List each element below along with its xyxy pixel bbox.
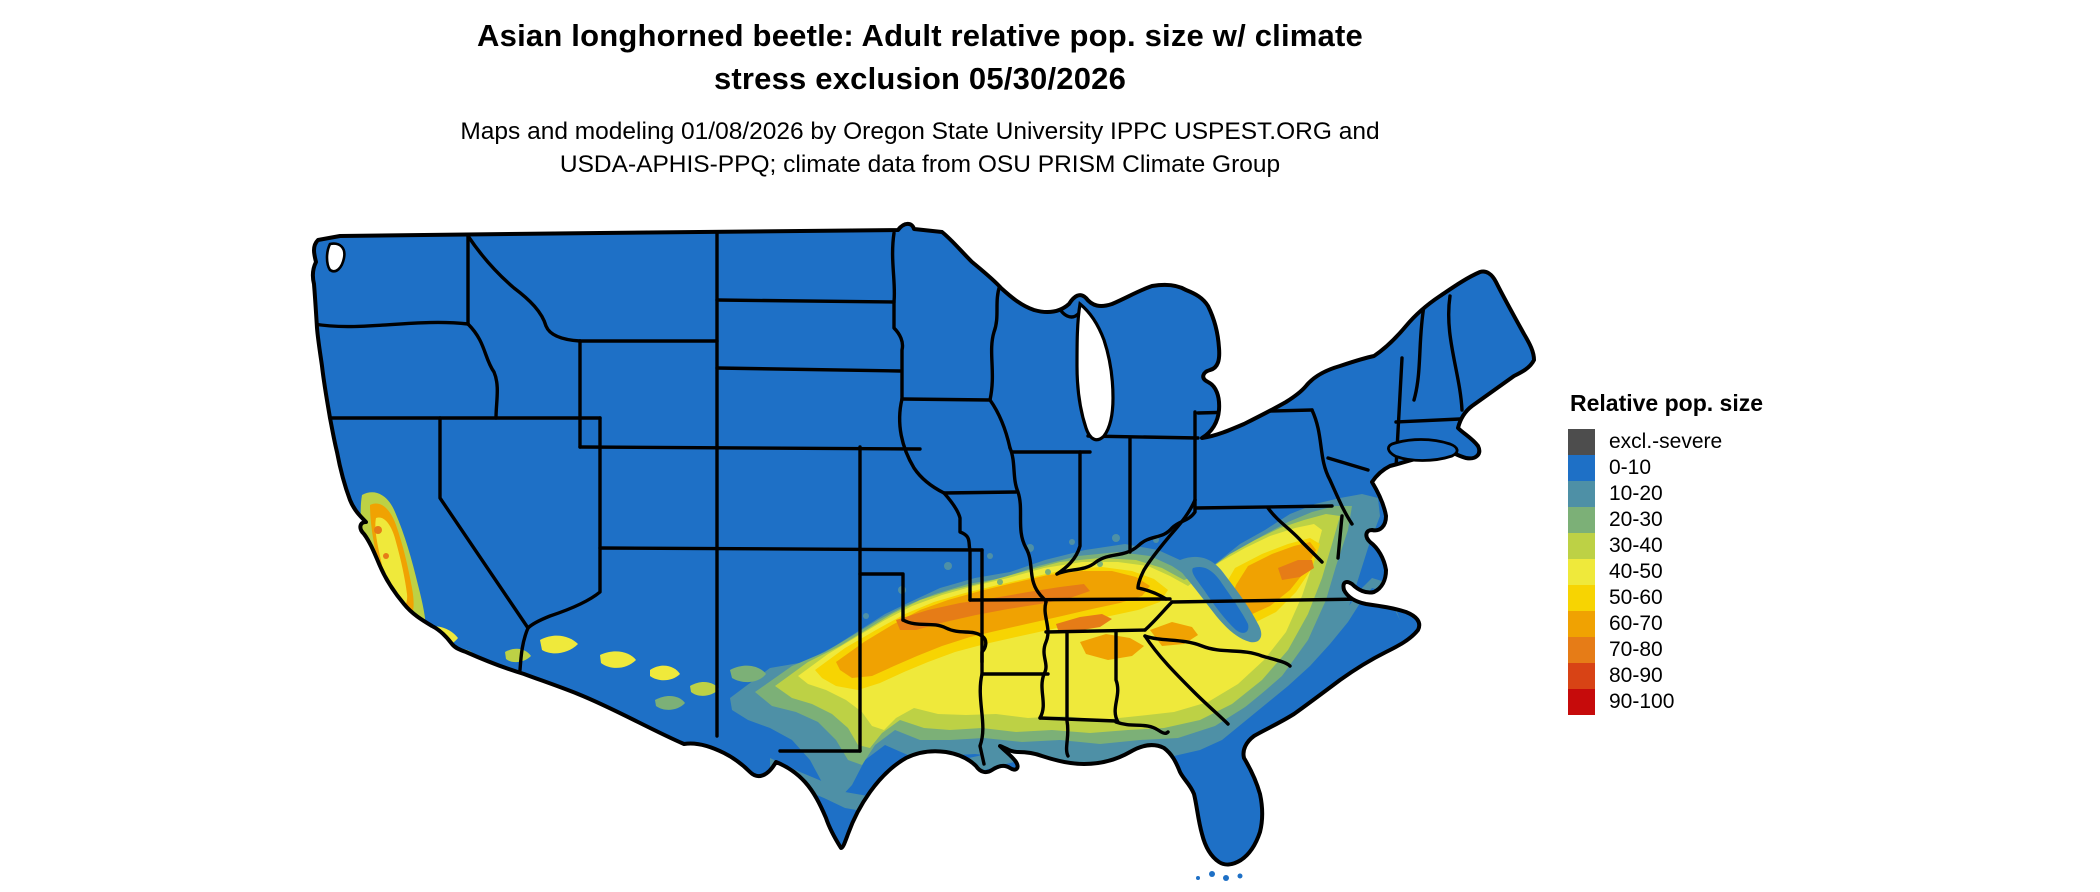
legend-row: 80-90 <box>1568 663 1808 689</box>
legend-label: 50-60 <box>1609 586 1663 609</box>
band-60-70 <box>836 571 1150 678</box>
legend-swatch-60-70 <box>1568 611 1595 637</box>
legend-swatch-70-80 <box>1568 637 1595 663</box>
legend-label: 0-10 <box>1609 456 1652 479</box>
figure-subtitle-line1: Maps and modeling 01/08/2026 by Oregon S… <box>460 118 1380 145</box>
valley-70-80-dots <box>374 526 389 559</box>
legend-rows: excl.-severe 0-10 10-20 20-30 30-40 40-5… <box>1568 429 1808 715</box>
legend-swatch-excl-severe <box>1568 429 1595 455</box>
legend-label: 60-70 <box>1609 612 1663 635</box>
us-map <box>310 221 1536 881</box>
legend-swatch-80-90 <box>1568 663 1595 689</box>
long-island <box>1387 438 1459 462</box>
figure-subtitle-line2: USDA-APHIS-PPQ; climate data from OSU PR… <box>559 151 1281 178</box>
figure-title-line1: Asian longhorned beetle: Adult relative … <box>477 18 1363 53</box>
florida-keys <box>1196 871 1243 881</box>
band-60-70-east <box>1230 542 1316 615</box>
puget-sound <box>325 242 346 273</box>
legend-swatch-30-40 <box>1568 533 1595 559</box>
legend-row: 40-50 <box>1568 559 1808 585</box>
valley-40-50 <box>375 517 408 607</box>
legend-row: 50-60 <box>1568 585 1808 611</box>
legend-label: 70-80 <box>1609 638 1663 661</box>
figure-subtitle: Maps and modeling 01/08/2026 by Oregon S… <box>300 115 1540 181</box>
legend-row: excl.-severe <box>1568 429 1808 455</box>
legend-swatch-50-60 <box>1568 585 1595 611</box>
legend-row: 70-80 <box>1568 637 1808 663</box>
legend-row: 20-30 <box>1568 507 1808 533</box>
figure-title-line2: stress exclusion 05/30/2026 <box>713 61 1127 96</box>
legend-label: 20-30 <box>1609 508 1663 531</box>
figure-header: Asian longhorned beetle: Adult relative … <box>300 14 1540 181</box>
legend-label: excl.-severe <box>1609 430 1723 453</box>
lake-michigan <box>1075 301 1115 442</box>
legend-row: 60-70 <box>1568 611 1808 637</box>
legend-swatch-20-30 <box>1568 507 1595 533</box>
legend-label: 40-50 <box>1609 560 1663 583</box>
figure-title: Asian longhorned beetle: Adult relative … <box>300 14 1540 100</box>
map-raster-layers <box>312 223 1535 865</box>
legend-label: 80-90 <box>1609 664 1663 687</box>
legend-swatch-10-20 <box>1568 481 1595 507</box>
legend-title: Relative pop. size <box>1570 390 1764 416</box>
legend-row: 0-10 <box>1568 455 1808 481</box>
legend: Relative pop. size excl.-severe 0-10 10-… <box>1568 390 1808 715</box>
patch-60-70-alabama <box>1080 634 1144 660</box>
legend-row: 90-100 <box>1568 689 1808 715</box>
legend-label: 10-20 <box>1609 482 1663 505</box>
legend-swatch-40-50 <box>1568 559 1595 585</box>
legend-label: 30-40 <box>1609 534 1663 557</box>
legend-row: 30-40 <box>1568 533 1808 559</box>
legend-label: 90-100 <box>1609 690 1675 713</box>
legend-row: 10-20 <box>1568 481 1808 507</box>
legend-swatch-0-10 <box>1568 455 1595 481</box>
legend-swatch-90-100 <box>1568 689 1595 715</box>
